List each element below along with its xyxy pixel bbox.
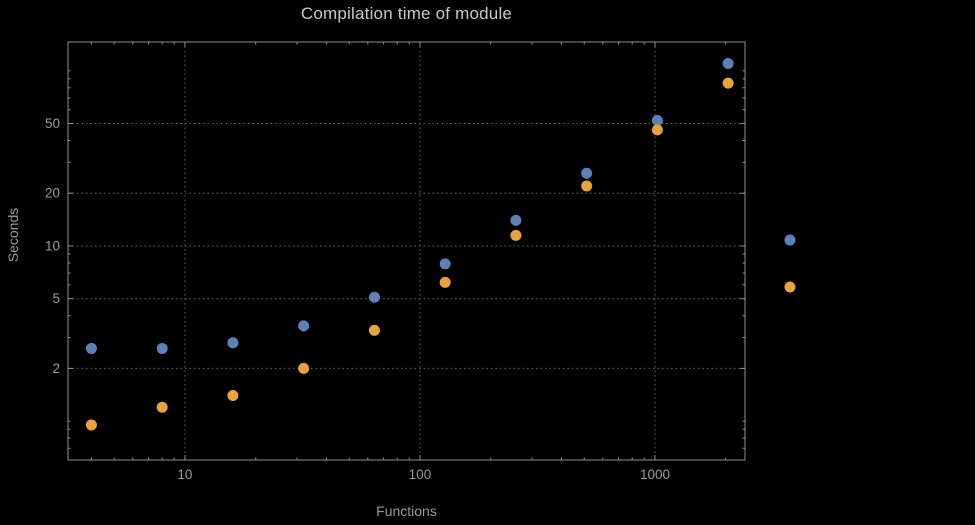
- data-point-series-orange: [581, 180, 593, 192]
- data-point-series-blue: [510, 214, 522, 226]
- data-point-series-blue: [156, 342, 168, 354]
- data-point-series-blue: [439, 258, 451, 270]
- data-point-series-orange: [85, 419, 97, 431]
- x-tick-label: 100: [409, 467, 432, 482]
- y-tick-label: 2: [52, 361, 60, 376]
- data-point-series-blue: [651, 115, 663, 127]
- data-point-series-orange: [439, 276, 451, 288]
- data-point-series-orange: [298, 362, 310, 374]
- y-axis-label: Seconds: [5, 207, 21, 263]
- data-point-series-blue: [368, 291, 380, 303]
- data-point-series-blue: [227, 337, 239, 349]
- data-point-series-blue: [581, 167, 593, 179]
- data-point-series-orange: [722, 77, 734, 89]
- data-point-series-orange: [368, 324, 380, 336]
- x-tick-label: 1000: [640, 467, 670, 482]
- chart-title: Compilation time of module: [300, 4, 513, 23]
- legend-marker-2: [784, 281, 796, 293]
- data-point-series-orange: [227, 390, 239, 402]
- x-tick-label: 10: [177, 467, 192, 482]
- data-point-series-orange: [510, 229, 522, 241]
- data-point-series-orange: [156, 401, 168, 413]
- x-axis-label: Functions: [376, 503, 437, 519]
- plot-frame: [67, 41, 746, 461]
- y-tick-label: 5: [52, 291, 60, 306]
- data-point-series-orange: [651, 124, 663, 136]
- data-point-series-blue: [85, 342, 97, 354]
- y-tick-label: 20: [45, 186, 60, 201]
- legend-marker-1: [784, 234, 796, 246]
- y-tick-label: 50: [45, 116, 60, 131]
- data-point-series-blue: [722, 58, 734, 70]
- data-point-series-blue: [298, 320, 310, 332]
- y-tick-label: 10: [45, 238, 60, 253]
